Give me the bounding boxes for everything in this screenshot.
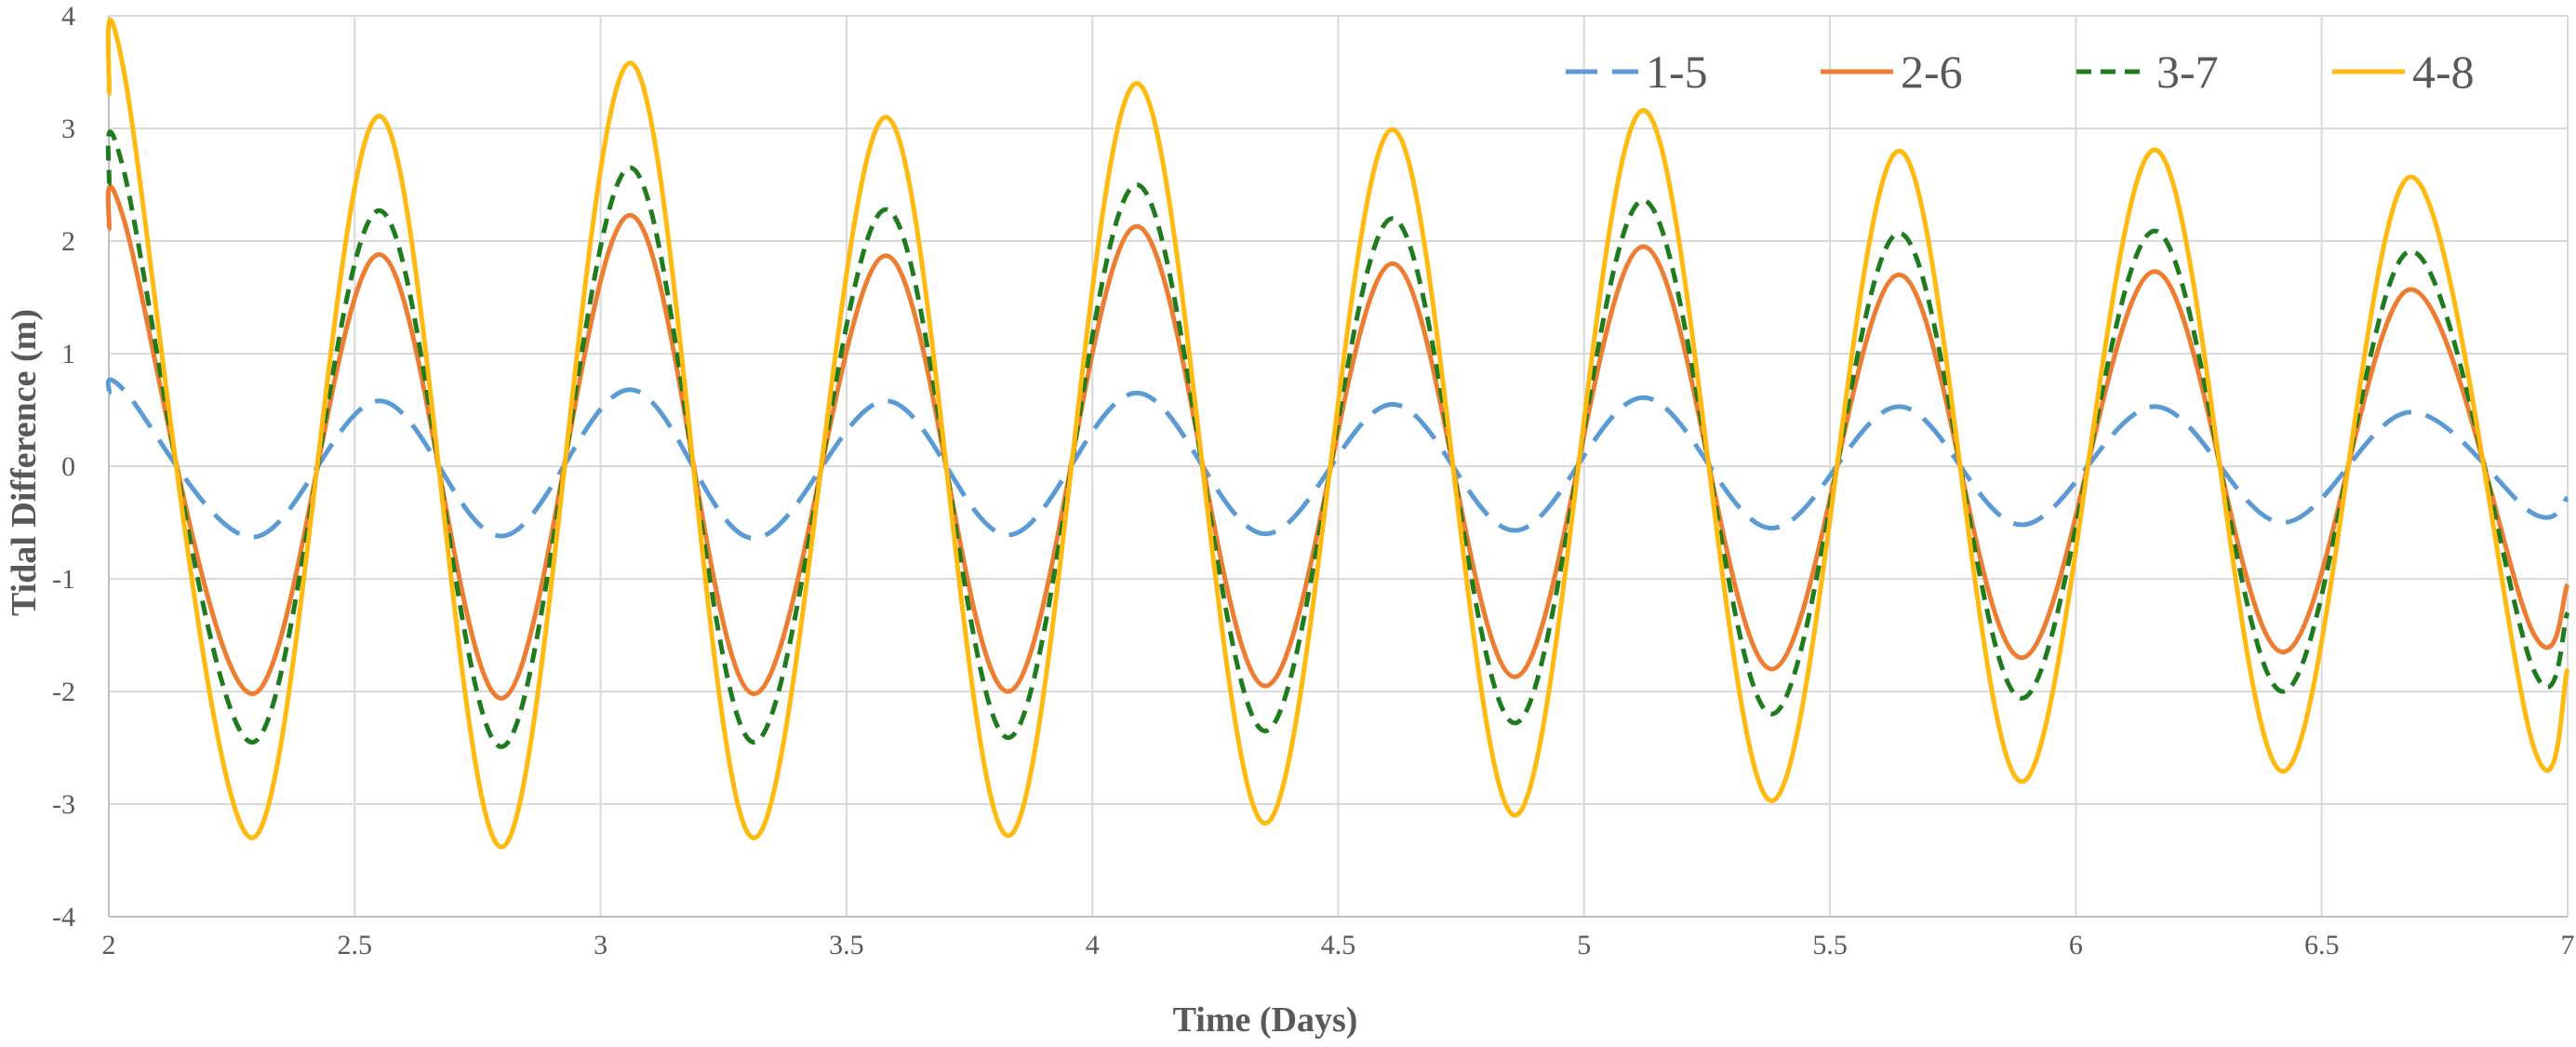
legend-label-3-7: 3-7 — [2156, 46, 2219, 98]
x-tick-label: 6 — [2069, 930, 2083, 960]
y-tick-label: 2 — [61, 226, 75, 257]
y-tick-label: -3 — [52, 789, 75, 820]
series-line-1-5 — [105, 377, 2569, 541]
x-tick-label: 3 — [594, 930, 607, 960]
x-tick-label: 5.5 — [1812, 930, 1848, 960]
x-tick-label: 6.5 — [2304, 930, 2340, 960]
x-tick-label: 4 — [1086, 930, 1100, 960]
y-tick-label: -1 — [52, 564, 75, 595]
x-axis-title: Time (Days) — [1173, 1000, 1358, 1040]
legend-label-1-5: 1-5 — [1646, 46, 1708, 98]
legend-label-2-6: 2-6 — [1901, 46, 1963, 98]
y-tick-label: 1 — [61, 339, 75, 369]
x-tick-label: 2.5 — [338, 930, 373, 960]
x-tick-label: 4.5 — [1321, 930, 1356, 960]
legend: 1-5 2-6 3-7 4-8 — [1566, 46, 2475, 98]
x-tick-label: 5 — [1577, 930, 1591, 960]
series-line-2-6 — [105, 184, 2570, 701]
axes — [108, 16, 2568, 918]
y-tick-label: 4 — [61, 1, 75, 32]
tick-labels: 2 2.5 3 3.5 4 4.5 5 5.5 6 6.5 7 -4 -3 -2 -1 0 1 2 3 4 — [52, 1, 2575, 960]
y-tick-label: 0 — [61, 451, 75, 482]
x-tick-label: 7 — [2561, 930, 2575, 960]
series-line-3-7 — [105, 129, 2570, 749]
y-tick-label: -4 — [52, 902, 75, 933]
x-tick-label: 2 — [102, 930, 116, 960]
y-axis-title: Tidal Difference (m) — [5, 309, 44, 616]
y-tick-label: 3 — [61, 114, 75, 144]
series-line-4-8 — [105, 18, 2570, 850]
x-tick-label: 3.5 — [829, 930, 864, 960]
series-lines — [105, 18, 2570, 850]
y-tick-label: -2 — [52, 677, 75, 707]
legend-label-4-8: 4-8 — [2412, 46, 2475, 98]
